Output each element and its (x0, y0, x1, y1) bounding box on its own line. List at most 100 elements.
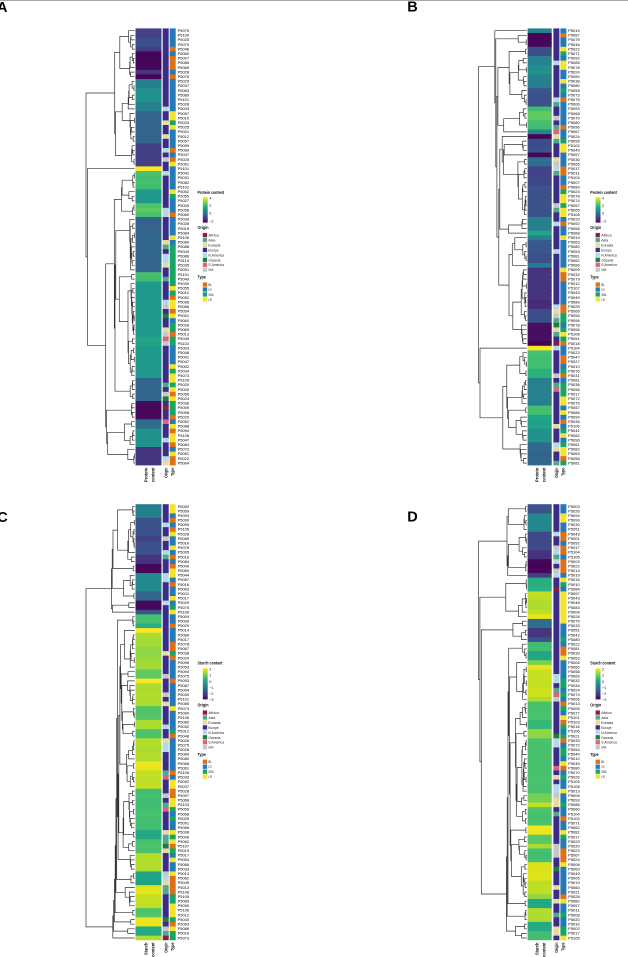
svg-text:P5060: P5060 (568, 664, 580, 669)
svg-text:2: 2 (602, 668, 604, 672)
svg-text:P5033: P5033 (568, 623, 580, 628)
svg-text:P5085: P5085 (178, 899, 190, 904)
svg-text:P5067: P5067 (178, 646, 190, 651)
svg-text:P5027: P5027 (568, 359, 580, 364)
svg-text:P5086: P5086 (568, 263, 580, 268)
svg-text:A: A (0, 0, 8, 16)
svg-text:P5010: P5010 (568, 582, 580, 587)
svg-text:P5080: P5080 (568, 83, 580, 88)
svg-text:P5013: P5013 (178, 885, 190, 890)
svg-text:Protein content: Protein content (198, 190, 225, 195)
svg-text:P5097: P5097 (568, 591, 580, 596)
svg-text:P5073: P5073 (178, 935, 190, 940)
svg-text:P5095: P5095 (178, 550, 190, 555)
svg-text:P5014: P5014 (178, 628, 190, 633)
svg-text:P5050: P5050 (568, 74, 580, 79)
svg-text:P5080: P5080 (568, 899, 580, 904)
svg-text:P5024: P5024 (568, 687, 580, 692)
svg-text:P5056: P5056 (178, 391, 190, 396)
svg-text:N.America: N.America (208, 731, 224, 735)
svg-text:P5108: P5108 (568, 212, 580, 217)
svg-text:P5016: P5016 (568, 724, 580, 729)
svg-text:P5003: P5003 (568, 504, 580, 509)
svg-text:P5020: P5020 (568, 917, 580, 922)
svg-text:P5053: P5053 (568, 249, 580, 254)
svg-text:P5107: P5107 (178, 843, 190, 848)
svg-text:S.America: S.America (601, 741, 617, 745)
svg-text:P5087: P5087 (178, 683, 190, 688)
svg-text:P5056: P5056 (568, 387, 580, 392)
svg-text:P5028: P5028 (178, 788, 190, 793)
svg-text:N.America: N.America (601, 253, 617, 257)
svg-text:P5102: P5102 (568, 816, 580, 821)
svg-text:P5033: P5033 (178, 775, 190, 780)
svg-text:P5106: P5106 (178, 715, 190, 720)
svg-text:P5012: P5012 (178, 912, 190, 917)
svg-text:P5019: P5019 (568, 235, 580, 240)
svg-text:P5035: P5035 (178, 263, 190, 268)
svg-text:Africa: Africa (208, 234, 219, 238)
svg-text:P5095: P5095 (178, 522, 190, 527)
svg-text:0: 0 (209, 212, 211, 216)
svg-text:P5019: P5019 (568, 28, 580, 33)
svg-text:P5087: P5087 (568, 33, 580, 38)
svg-text:P5089: P5089 (178, 536, 190, 541)
svg-text:LR: LR (208, 298, 212, 302)
svg-text:P5097: P5097 (178, 793, 190, 798)
svg-text:P5093: P5093 (178, 678, 190, 683)
svg-text:P5108: P5108 (568, 332, 580, 337)
svg-text:P5068: P5068 (568, 230, 580, 235)
svg-text:BL: BL (601, 283, 605, 287)
svg-text:P5067: P5067 (568, 129, 580, 134)
svg-text:P5108: P5108 (568, 784, 580, 789)
svg-text:P5091: P5091 (178, 821, 190, 826)
svg-text:P5094: P5094 (568, 513, 580, 518)
svg-text:P5099: P5099 (178, 143, 190, 148)
svg-text:P5069: P5069 (568, 866, 580, 871)
svg-text:P5082: P5082 (568, 447, 580, 452)
svg-text:P5081: P5081 (568, 830, 580, 835)
svg-text:CV: CV (601, 765, 605, 769)
svg-text:P5106: P5106 (178, 433, 190, 438)
svg-text:P5092: P5092 (568, 56, 580, 61)
svg-text:P5046: P5046 (568, 42, 580, 47)
svg-text:Type: Type (590, 752, 599, 757)
svg-text:P5056: P5056 (178, 207, 190, 212)
svg-text:P5089: P5089 (178, 752, 190, 757)
svg-text:P5029: P5029 (568, 839, 580, 844)
svg-text:P5069: P5069 (178, 327, 190, 332)
svg-text:LR: LR (601, 298, 605, 302)
svg-text:S.America: S.America (208, 263, 224, 267)
svg-text:P5062: P5062 (568, 825, 580, 830)
svg-text:P5044: P5044 (568, 752, 580, 757)
svg-text:P5028: P5028 (178, 221, 190, 226)
svg-text:P5049: P5049 (568, 148, 580, 153)
svg-text:P5060: P5060 (568, 807, 580, 812)
svg-text:P5086: P5086 (178, 926, 190, 931)
svg-text:P5071: P5071 (568, 51, 580, 56)
svg-text:P5093: P5093 (568, 106, 580, 111)
svg-text:P5006: P5006 (568, 102, 580, 107)
svg-text:P5021: P5021 (568, 733, 580, 738)
svg-text:P5078: P5078 (178, 641, 190, 646)
svg-text:−3: −3 (209, 698, 213, 702)
svg-text:P5090: P5090 (178, 903, 190, 908)
svg-text:C: C (0, 510, 8, 526)
svg-text:P5069: P5069 (568, 451, 580, 456)
svg-text:P5064: P5064 (178, 460, 190, 465)
svg-text:P5038: P5038 (178, 830, 190, 835)
svg-text:P5001: P5001 (178, 313, 190, 318)
svg-text:P5006: P5006 (568, 660, 580, 665)
svg-text:P5080: P5080 (178, 720, 190, 725)
svg-text:S.America: S.America (208, 741, 224, 745)
svg-text:P5063: P5063 (568, 240, 580, 245)
svg-text:P5017: P5017 (568, 166, 580, 171)
svg-text:P5035: P5035 (568, 419, 580, 424)
svg-text:Oceania: Oceania (208, 258, 221, 262)
svg-text:P5102: P5102 (178, 341, 190, 346)
svg-text:P5104: P5104 (568, 811, 580, 816)
svg-text:P5095: P5095 (568, 138, 580, 143)
svg-text:P5039: P5039 (178, 217, 190, 222)
svg-text:P5028: P5028 (568, 894, 580, 899)
svg-text:content: content (151, 942, 156, 957)
